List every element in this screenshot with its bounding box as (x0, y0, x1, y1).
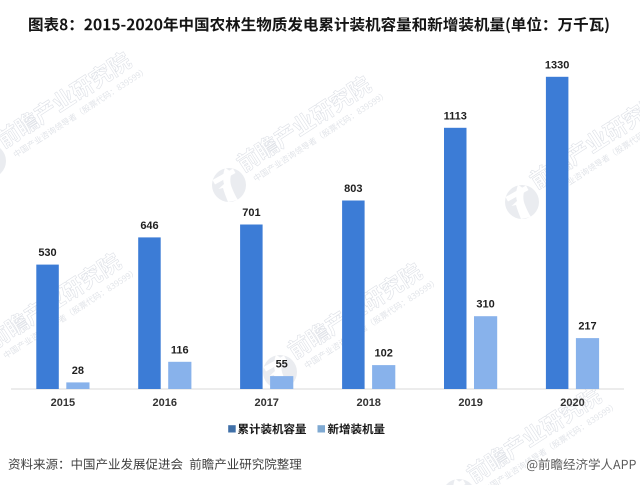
svg-text:2017: 2017 (254, 397, 278, 409)
svg-text:1113: 1113 (444, 110, 467, 122)
svg-text:28: 28 (72, 365, 84, 377)
svg-text:701: 701 (242, 207, 260, 219)
svg-text:102: 102 (375, 348, 393, 360)
svg-text:2018: 2018 (356, 397, 380, 409)
svg-text:1330: 1330 (545, 59, 569, 71)
svg-text:2016: 2016 (153, 397, 177, 409)
svg-text:803: 803 (344, 183, 362, 195)
svg-text:217: 217 (578, 321, 596, 333)
svg-text:646: 646 (140, 220, 158, 232)
svg-text:2019: 2019 (458, 397, 482, 409)
svg-text:55: 55 (276, 359, 288, 371)
svg-text:310: 310 (476, 299, 494, 311)
svg-text:530: 530 (38, 247, 56, 259)
svg-text:2015: 2015 (51, 397, 75, 409)
svg-text:116: 116 (171, 344, 189, 356)
svg-text:2020: 2020 (560, 397, 584, 409)
